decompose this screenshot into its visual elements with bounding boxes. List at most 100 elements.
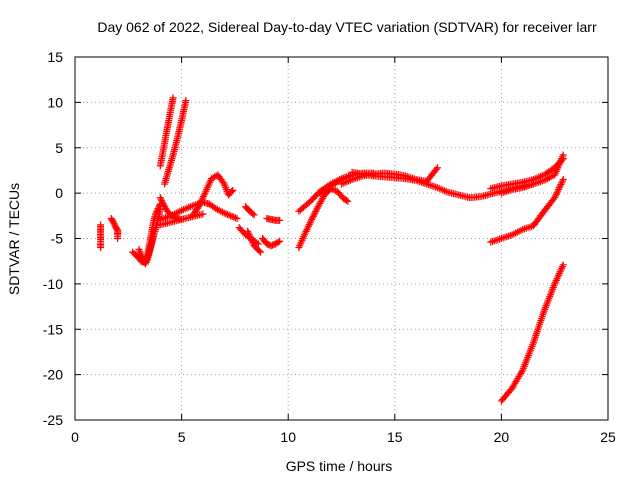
data-point xyxy=(551,278,559,286)
data-point xyxy=(555,185,563,193)
data-point xyxy=(220,209,228,217)
data-point xyxy=(499,234,507,242)
data-point xyxy=(223,210,231,218)
data-point xyxy=(229,186,237,194)
data-point xyxy=(160,214,168,222)
data-point xyxy=(196,199,204,207)
y-tick-label: -20 xyxy=(43,367,63,383)
data-point xyxy=(552,190,560,198)
data-point xyxy=(256,248,264,256)
y-axis-label: SDTVAR / TECUs xyxy=(6,183,22,295)
data-point xyxy=(109,218,117,226)
data-point xyxy=(501,233,509,241)
data-point xyxy=(158,197,166,205)
data-point xyxy=(309,212,317,220)
axis-ticks xyxy=(74,56,609,421)
data-point xyxy=(559,261,567,269)
data-point xyxy=(558,179,566,187)
data-point xyxy=(158,198,166,206)
series-track xyxy=(263,215,284,224)
data-point xyxy=(310,211,318,219)
series-track xyxy=(107,215,122,242)
series-track xyxy=(487,176,567,246)
data-point xyxy=(303,226,311,234)
data-point xyxy=(195,201,203,209)
data-point xyxy=(330,186,338,194)
data-point xyxy=(555,271,563,279)
data-point xyxy=(342,196,350,204)
data-point xyxy=(276,237,284,245)
data-point xyxy=(556,268,564,276)
data-point xyxy=(137,251,145,259)
x-tick-label: 20 xyxy=(494,429,510,445)
data-point xyxy=(219,208,227,216)
series-track xyxy=(156,194,186,223)
data-point xyxy=(551,192,559,200)
data-point xyxy=(200,191,208,199)
data-point xyxy=(114,235,122,242)
data-point xyxy=(558,263,566,271)
data-point xyxy=(227,212,235,220)
data-point xyxy=(153,208,161,216)
data-point xyxy=(302,227,310,235)
data-point xyxy=(249,210,257,218)
data-point xyxy=(558,264,566,272)
data-point xyxy=(306,219,314,227)
x-tick-label: 15 xyxy=(387,429,403,445)
x-tick-label: 5 xyxy=(178,429,186,445)
y-tick-label: -25 xyxy=(43,412,63,428)
data-point xyxy=(554,187,562,195)
data-point xyxy=(312,208,320,216)
data-point xyxy=(518,368,526,376)
data-point xyxy=(157,195,165,203)
data-point xyxy=(222,210,230,218)
data-point xyxy=(199,193,207,201)
data-points xyxy=(97,94,567,405)
series-track xyxy=(156,94,177,170)
series-track xyxy=(97,221,105,252)
data-point xyxy=(433,164,441,172)
data-point xyxy=(154,205,162,213)
data-point xyxy=(199,210,207,218)
data-point xyxy=(307,217,315,225)
series-track xyxy=(161,97,190,188)
data-point xyxy=(231,214,239,222)
series-track xyxy=(141,200,164,266)
data-point xyxy=(524,182,532,190)
data-point xyxy=(552,276,560,284)
data-point xyxy=(274,238,282,246)
y-tick-label: 0 xyxy=(55,185,63,201)
series-track xyxy=(497,151,567,197)
data-point xyxy=(494,236,502,244)
data-point xyxy=(276,216,284,224)
series-track xyxy=(188,171,237,220)
y-tick-label: 5 xyxy=(55,140,63,156)
data-point xyxy=(425,181,433,189)
x-tick-label: 10 xyxy=(280,429,296,445)
data-point xyxy=(551,194,559,202)
series-track xyxy=(295,185,352,252)
data-point xyxy=(110,220,118,228)
data-point xyxy=(182,97,190,105)
data-point xyxy=(551,280,559,288)
data-point xyxy=(554,273,562,281)
x-axis-label: GPS time / hours xyxy=(286,458,393,474)
data-point xyxy=(308,214,316,222)
data-point xyxy=(428,182,436,190)
data-point xyxy=(304,224,312,232)
y-tick-label: 15 xyxy=(47,49,63,65)
series-track xyxy=(497,261,567,405)
data-point xyxy=(197,198,205,206)
data-point xyxy=(233,215,241,223)
data-point xyxy=(312,206,320,214)
data-point xyxy=(195,203,203,211)
data-point xyxy=(558,177,566,185)
x-tick-label: 0 xyxy=(71,429,79,445)
data-point xyxy=(432,165,440,173)
data-point xyxy=(557,180,565,188)
data-point xyxy=(308,215,316,223)
series-track xyxy=(244,227,264,256)
data-point xyxy=(503,233,511,241)
data-point xyxy=(344,197,352,205)
data-point xyxy=(178,215,186,223)
